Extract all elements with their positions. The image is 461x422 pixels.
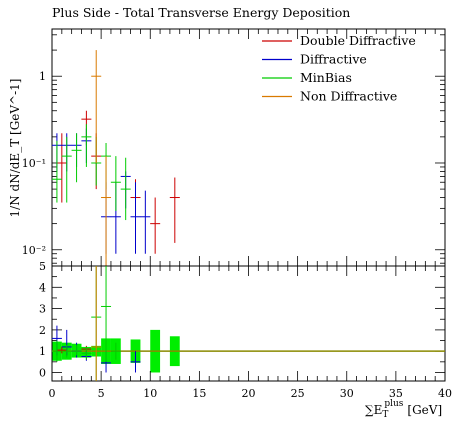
ratio-plot-ticks: 0 5 10 15 20 25 30 35 40 0 1 2 3 4 5 xyxy=(39,260,452,400)
main-frame-box xyxy=(51,28,446,267)
x-tick-label: 40 xyxy=(438,387,452,400)
chart-title: Plus Side - Total Transverse Energy Depo… xyxy=(52,5,350,20)
main-y-tick-label: 10⁻¹ xyxy=(22,157,46,170)
x-axis-label: ∑ETplus [GeV] xyxy=(365,399,442,420)
ratio-y-tick-label: 3 xyxy=(39,303,46,316)
x-tick-label: 30 xyxy=(340,387,354,400)
x-tick-label: 20 xyxy=(242,387,256,400)
ratio-y-tick-label: 4 xyxy=(39,281,46,294)
ratio-y-tick-label: 0 xyxy=(39,366,46,379)
legend-label: Diffractive xyxy=(300,52,367,67)
ratio-y-tick-label: 5 xyxy=(39,260,46,273)
x-tick-label: 10 xyxy=(143,387,157,400)
legend-label: Double Diffractive xyxy=(300,33,416,48)
y-axis-label: 1/N dN/dE_T [GeV^-1] xyxy=(8,79,22,218)
main-plot-ticks: 1 10⁻¹ 10⁻² xyxy=(22,29,446,266)
x-tick-label: 5 xyxy=(98,387,105,400)
x-tick-label: 35 xyxy=(389,387,403,400)
ratio-plot-data xyxy=(51,266,445,381)
main-plot-data xyxy=(51,50,180,266)
ratio-y-tick-label: 1 xyxy=(39,345,46,358)
x-tick-label: 15 xyxy=(192,387,206,400)
main-y-tick-label: 10⁻² xyxy=(22,244,46,257)
legend: Double Diffractive Diffractive MinBias Non … xyxy=(262,33,416,104)
x-tick-label: 0 xyxy=(49,387,56,400)
main-y-tick-label: 1 xyxy=(39,70,46,83)
legend-label: MinBias xyxy=(300,70,352,85)
x-tick-label: 25 xyxy=(291,387,305,400)
main-plot-frame xyxy=(51,28,446,267)
ratio-y-tick-label: 2 xyxy=(39,324,46,337)
legend-label: Non Diffractive xyxy=(300,89,397,104)
